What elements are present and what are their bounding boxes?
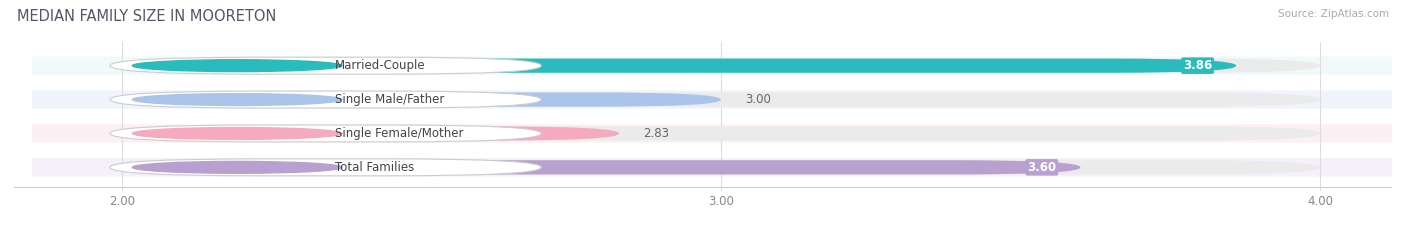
Circle shape bbox=[132, 94, 342, 106]
FancyBboxPatch shape bbox=[122, 160, 1080, 175]
Circle shape bbox=[132, 60, 342, 72]
FancyBboxPatch shape bbox=[32, 158, 1406, 176]
Text: 3.60: 3.60 bbox=[1028, 161, 1056, 174]
Text: Single Female/Mother: Single Female/Mother bbox=[335, 127, 463, 140]
FancyBboxPatch shape bbox=[110, 159, 541, 176]
Text: 3.00: 3.00 bbox=[745, 93, 770, 106]
FancyBboxPatch shape bbox=[110, 91, 541, 108]
Text: Married-Couple: Married-Couple bbox=[335, 59, 425, 72]
FancyBboxPatch shape bbox=[122, 93, 1320, 107]
FancyBboxPatch shape bbox=[122, 58, 1320, 73]
Text: 3.86: 3.86 bbox=[1182, 59, 1212, 72]
FancyBboxPatch shape bbox=[122, 93, 721, 107]
FancyBboxPatch shape bbox=[110, 125, 541, 142]
FancyBboxPatch shape bbox=[122, 126, 1320, 140]
FancyBboxPatch shape bbox=[110, 57, 541, 74]
FancyBboxPatch shape bbox=[122, 126, 619, 140]
Text: Total Families: Total Families bbox=[335, 161, 413, 174]
Circle shape bbox=[132, 161, 342, 173]
FancyBboxPatch shape bbox=[122, 160, 1320, 175]
Circle shape bbox=[132, 127, 342, 139]
Text: 2.83: 2.83 bbox=[643, 127, 669, 140]
FancyBboxPatch shape bbox=[122, 58, 1236, 73]
Text: Source: ZipAtlas.com: Source: ZipAtlas.com bbox=[1278, 9, 1389, 19]
Text: MEDIAN FAMILY SIZE IN MOORETON: MEDIAN FAMILY SIZE IN MOORETON bbox=[17, 9, 276, 24]
Text: Single Male/Father: Single Male/Father bbox=[335, 93, 444, 106]
FancyBboxPatch shape bbox=[32, 124, 1406, 143]
FancyBboxPatch shape bbox=[32, 57, 1406, 75]
FancyBboxPatch shape bbox=[32, 90, 1406, 109]
